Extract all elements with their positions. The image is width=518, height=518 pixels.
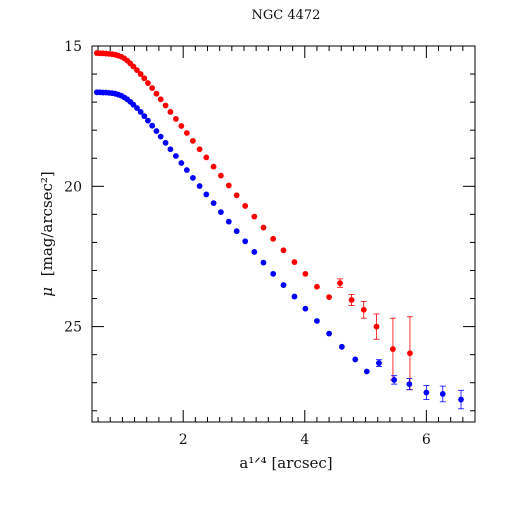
data-point-series-1 [251, 213, 258, 220]
data-point-series-2 [406, 381, 413, 388]
data-point-series-1 [217, 172, 224, 179]
data-point-series-2 [149, 122, 156, 129]
data-point-series-2 [203, 191, 210, 198]
data-point-series-2 [260, 259, 267, 266]
data-point-series-1 [390, 346, 396, 352]
data-point-series-1 [134, 67, 140, 74]
data-point-series-2 [376, 360, 382, 366]
data-point-series-2 [196, 183, 203, 189]
data-point-series-1 [196, 146, 203, 153]
data-point-series-1 [360, 306, 367, 313]
data-point-series-2 [137, 109, 144, 115]
plot-frame [91, 45, 476, 423]
data-point-series-1 [145, 80, 151, 86]
data-point-series-1 [348, 297, 355, 303]
data-point-series-2 [141, 113, 148, 120]
data-point-series-2 [178, 160, 185, 166]
error-bars [337, 278, 465, 410]
data-point-series-2 [145, 117, 151, 124]
data-point-series-2 [458, 396, 464, 403]
data-point-series-2 [157, 133, 164, 140]
data-point-series-2 [225, 218, 232, 225]
data-points [93, 50, 464, 403]
y-axis-unit: [mag/arcsec²] [38, 171, 56, 276]
data-point-series-2 [363, 368, 370, 375]
data-point-series-1 [314, 283, 320, 290]
data-point-series-1 [137, 71, 144, 77]
data-point-series-1 [260, 224, 267, 231]
data-point-series-2 [210, 200, 217, 207]
data-point-series-2 [314, 318, 320, 324]
data-point-series-1 [225, 182, 232, 189]
data-point-series-2 [242, 238, 249, 245]
data-point-series-1 [407, 350, 413, 357]
data-point-series-1 [167, 109, 174, 115]
data-point-series-1 [183, 130, 190, 136]
data-point-series-1 [373, 323, 380, 330]
data-point-series-1 [149, 85, 156, 91]
x-axis: 2 4 6 [97, 46, 476, 448]
data-point-series-2 [291, 293, 298, 300]
x-tick-label: 6 [422, 432, 431, 448]
data-point-series-2 [183, 167, 190, 173]
data-point-series-1 [280, 247, 287, 254]
x-tick-label: 4 [300, 432, 309, 448]
data-point-series-2 [217, 209, 224, 216]
y-axis-label: μ [mag/arcsec²] [38, 171, 56, 297]
data-point-series-2 [302, 305, 309, 312]
x-axis-label: a¹ᐟ⁴ [arcsec] [239, 454, 332, 472]
data-point-series-1 [210, 163, 217, 170]
data-point-series-1 [157, 96, 164, 103]
data-point-series-1 [178, 123, 185, 129]
data-point-series-1 [162, 102, 169, 109]
data-point-series-2 [280, 282, 287, 288]
data-point-series-1 [270, 235, 277, 242]
data-point-series-2 [338, 343, 345, 350]
data-point-series-1 [130, 63, 137, 70]
data-point-series-1 [233, 192, 240, 199]
data-point-series-2 [270, 270, 277, 277]
data-point-series-2 [423, 389, 430, 396]
x-tick-label: 2 [179, 432, 188, 448]
data-point-series-1 [153, 90, 160, 97]
data-point-series-2 [352, 356, 359, 363]
data-point-series-2 [326, 330, 332, 337]
data-point-series-1 [291, 259, 298, 265]
data-point-series-1 [190, 137, 196, 144]
data-point-series-1 [337, 280, 343, 287]
svg-text:μ [mag/arcsec²]: μ [mag/arcsec²] [38, 171, 56, 297]
y-axis: 15 20 25 [64, 39, 475, 412]
data-point-series-2 [172, 153, 179, 159]
data-point-series-1 [141, 75, 148, 82]
data-point-series-2 [153, 128, 160, 134]
chart-title: NGC 4472 [252, 8, 321, 23]
data-point-series-2 [439, 391, 446, 397]
data-point-series-2 [190, 174, 196, 181]
y-tick-label: 15 [64, 39, 82, 55]
y-tick-label: 20 [64, 179, 82, 195]
y-axis-symbol: μ [38, 287, 56, 297]
data-point-series-2 [251, 249, 258, 255]
data-point-series-1 [203, 154, 210, 161]
data-point-series-2 [162, 139, 169, 146]
data-point-series-2 [134, 105, 140, 111]
data-point-series-1 [242, 203, 249, 209]
data-point-series-1 [302, 270, 309, 277]
data-point-series-2 [233, 228, 240, 235]
data-point-series-1 [172, 116, 179, 122]
y-tick-label: 25 [64, 320, 82, 336]
data-point-series-2 [130, 101, 137, 108]
data-point-series-2 [167, 146, 174, 153]
data-point-series-1 [326, 294, 332, 301]
data-point-series-2 [391, 377, 398, 383]
